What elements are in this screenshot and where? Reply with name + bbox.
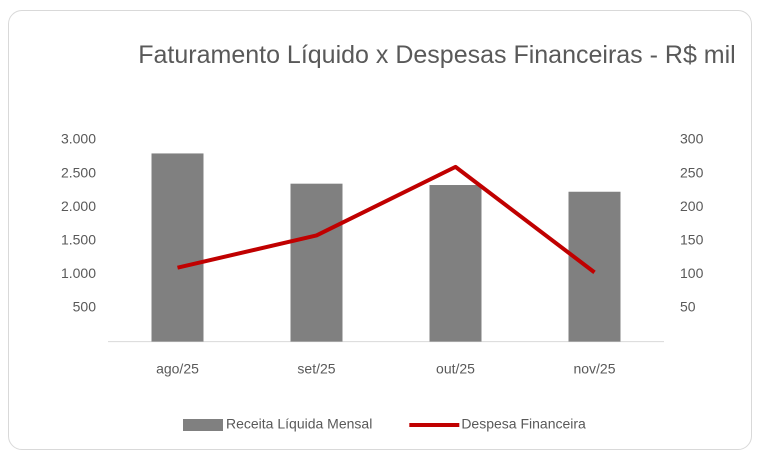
y2-tick-label: 50	[680, 299, 696, 315]
chart-frame	[8, 10, 752, 450]
bar	[151, 153, 204, 342]
y2-tick-label: 250	[680, 164, 704, 180]
bar	[429, 185, 482, 342]
bar	[568, 191, 621, 342]
y2-tick-label: 300	[680, 131, 704, 147]
y2-tick-label: 150	[680, 232, 704, 248]
bar	[290, 183, 343, 342]
legend-label: Despesa Financeira	[461, 416, 586, 432]
x-tick-label: nov/25	[573, 361, 615, 377]
legend-swatch	[183, 419, 223, 431]
y-tick-label: 3.000	[61, 131, 96, 147]
y2-tick-label: 200	[680, 198, 704, 214]
y-tick-label: 2.000	[61, 198, 96, 214]
x-tick-label: out/25	[436, 361, 475, 377]
y-tick-label: 500	[73, 299, 97, 315]
line	[177, 164, 596, 274]
y-tick-label: 2.500	[61, 164, 96, 180]
y-tick-label: 1.000	[61, 265, 96, 281]
y-tick-label: 1.500	[61, 232, 96, 248]
legend-label: Receita Líquida Mensal	[226, 416, 372, 432]
x-tick-label: ago/25	[156, 361, 199, 377]
chart-title: Faturamento Líquido x Despesas Financeir…	[138, 41, 736, 69]
x-tick-label: set/25	[297, 361, 335, 377]
y2-tick-label: 100	[680, 265, 704, 281]
